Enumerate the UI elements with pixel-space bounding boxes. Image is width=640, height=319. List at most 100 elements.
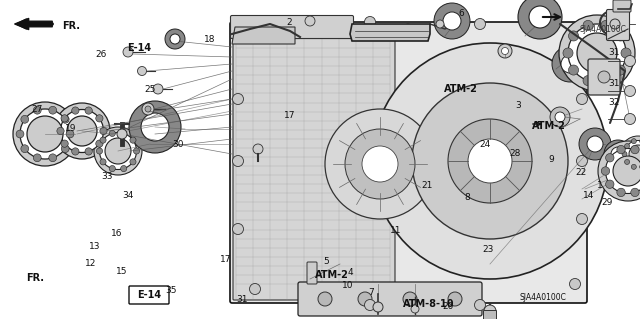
Circle shape: [85, 107, 92, 114]
Circle shape: [498, 44, 512, 58]
Circle shape: [109, 166, 115, 172]
Circle shape: [568, 24, 626, 82]
Circle shape: [109, 130, 115, 137]
Circle shape: [373, 302, 383, 312]
Text: 34: 34: [122, 191, 134, 200]
Circle shape: [616, 31, 625, 41]
Circle shape: [602, 167, 610, 175]
Text: 12: 12: [85, 259, 97, 268]
Text: 31: 31: [609, 79, 620, 88]
Text: 5: 5: [324, 257, 329, 266]
Text: 18: 18: [204, 35, 216, 44]
Circle shape: [474, 19, 486, 29]
Circle shape: [54, 103, 110, 159]
Circle shape: [448, 292, 462, 306]
Text: 31: 31: [609, 48, 620, 57]
Text: E-14: E-14: [127, 43, 152, 54]
Text: ATM-2: ATM-2: [444, 84, 477, 94]
Circle shape: [105, 138, 131, 164]
Circle shape: [563, 48, 573, 58]
Text: 33: 33: [102, 172, 113, 181]
Circle shape: [587, 136, 603, 152]
Circle shape: [21, 115, 29, 123]
Circle shape: [362, 146, 398, 182]
Circle shape: [631, 164, 636, 169]
Text: 15: 15: [116, 267, 127, 276]
Circle shape: [145, 106, 151, 112]
Circle shape: [117, 129, 127, 139]
Circle shape: [21, 145, 29, 152]
Text: 31: 31: [236, 295, 248, 304]
Circle shape: [33, 106, 41, 114]
Circle shape: [67, 116, 97, 146]
Circle shape: [61, 115, 69, 123]
Text: 32: 32: [609, 98, 620, 107]
Text: 2: 2: [287, 18, 292, 27]
Circle shape: [484, 305, 496, 317]
Circle shape: [100, 137, 106, 143]
FancyArrowPatch shape: [19, 20, 52, 28]
Circle shape: [616, 65, 625, 75]
Text: 10: 10: [342, 281, 353, 290]
Circle shape: [583, 20, 593, 30]
Text: E-14: E-14: [137, 290, 161, 300]
Circle shape: [625, 144, 630, 149]
Circle shape: [318, 292, 332, 306]
Circle shape: [605, 149, 640, 194]
Circle shape: [130, 137, 136, 143]
Circle shape: [403, 24, 413, 34]
Text: 11: 11: [390, 226, 401, 235]
Circle shape: [620, 136, 640, 172]
Circle shape: [561, 55, 579, 73]
Circle shape: [583, 76, 593, 85]
FancyBboxPatch shape: [230, 16, 353, 39]
Text: ATM-2: ATM-2: [532, 121, 566, 131]
Circle shape: [448, 119, 532, 203]
Circle shape: [577, 93, 588, 105]
Circle shape: [97, 148, 102, 154]
Circle shape: [138, 66, 147, 76]
Text: 27: 27: [31, 105, 43, 114]
FancyBboxPatch shape: [607, 10, 630, 41]
Circle shape: [57, 127, 64, 135]
Polygon shape: [232, 27, 295, 44]
Text: 22: 22: [575, 168, 587, 177]
Circle shape: [403, 292, 417, 306]
Text: 28: 28: [509, 149, 521, 158]
Circle shape: [617, 145, 625, 154]
Circle shape: [232, 93, 243, 105]
FancyBboxPatch shape: [613, 0, 631, 12]
FancyBboxPatch shape: [298, 282, 482, 316]
Circle shape: [13, 102, 77, 166]
Text: 25: 25: [145, 85, 156, 94]
Circle shape: [568, 31, 579, 41]
Circle shape: [625, 85, 636, 97]
Circle shape: [61, 115, 68, 122]
Circle shape: [577, 213, 588, 225]
Circle shape: [601, 20, 611, 30]
Circle shape: [529, 6, 551, 28]
Text: 1: 1: [598, 181, 603, 189]
Text: 17: 17: [220, 256, 231, 264]
FancyBboxPatch shape: [588, 59, 620, 95]
Circle shape: [555, 112, 565, 122]
Text: SJA4A0100C: SJA4A0100C: [519, 293, 566, 302]
Circle shape: [604, 140, 632, 168]
Circle shape: [621, 48, 631, 58]
Circle shape: [141, 113, 169, 141]
Text: FR.: FR.: [62, 21, 80, 31]
Circle shape: [421, 30, 429, 38]
Text: ATM-2: ATM-2: [315, 270, 348, 280]
Circle shape: [412, 83, 568, 239]
Circle shape: [502, 48, 509, 55]
Circle shape: [85, 148, 92, 155]
Circle shape: [61, 109, 104, 152]
Circle shape: [49, 154, 57, 162]
Text: 30: 30: [172, 140, 184, 149]
Text: 13: 13: [89, 242, 100, 251]
Circle shape: [253, 144, 263, 154]
Circle shape: [100, 159, 106, 165]
Circle shape: [550, 107, 570, 127]
Circle shape: [33, 154, 41, 162]
Text: 6: 6: [458, 9, 463, 18]
